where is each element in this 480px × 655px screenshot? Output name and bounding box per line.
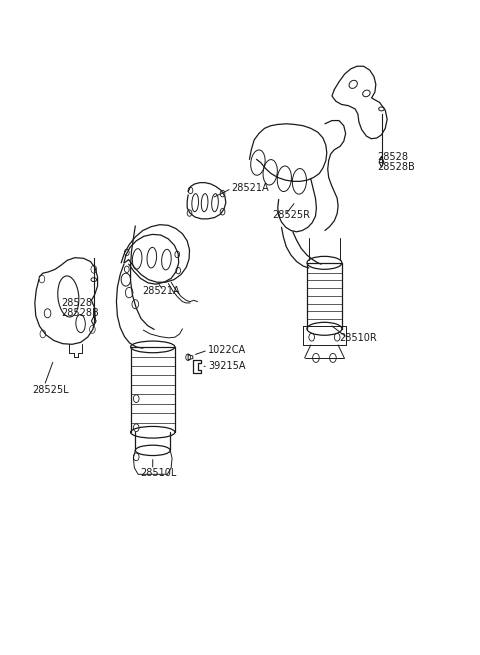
Text: 1022CA: 1022CA	[208, 345, 246, 355]
Text: 28510L: 28510L	[140, 468, 176, 478]
Text: 28521A: 28521A	[142, 286, 180, 295]
Text: 28528B: 28528B	[61, 308, 98, 318]
Text: 28528: 28528	[61, 298, 92, 308]
Text: 28525R: 28525R	[272, 210, 310, 220]
Text: 28521A: 28521A	[231, 183, 269, 193]
Text: 28510R: 28510R	[339, 333, 377, 343]
Text: 28525L: 28525L	[33, 385, 69, 395]
Text: 28528B: 28528B	[377, 162, 415, 172]
Text: 39215A: 39215A	[208, 362, 245, 371]
Text: 28528: 28528	[377, 152, 408, 162]
